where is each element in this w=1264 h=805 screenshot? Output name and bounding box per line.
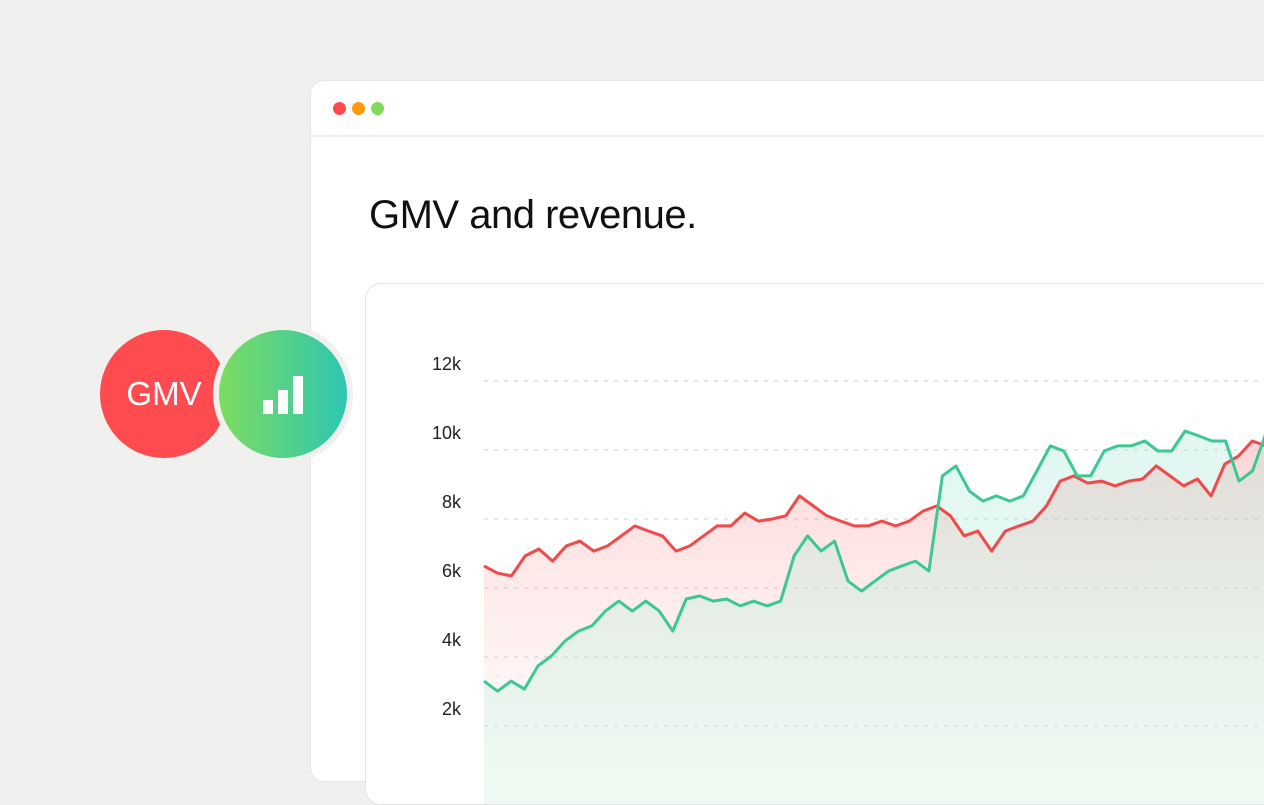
y-tick-label: 8k	[442, 492, 462, 512]
gmv-badge-label: GMV	[126, 375, 202, 412]
revenue-badge	[213, 324, 353, 464]
y-tick-label: 6k	[442, 561, 462, 581]
chart-card: 2k 4k 6k 8k 10k 12k	[365, 283, 1264, 805]
window-titlebar	[311, 81, 1264, 137]
y-tick-label: 2k	[442, 699, 462, 719]
series-2-line	[483, 429, 1264, 693]
series-2-area	[484, 431, 1264, 804]
gmv-revenue-chart: 2k 4k 6k 8k 10k 12k	[432, 354, 1264, 804]
y-tick-label: 10k	[432, 423, 462, 443]
series-1-line	[483, 439, 1264, 578]
y-tick-label: 12k	[432, 354, 462, 374]
page-title: GMV and revenue.	[369, 193, 697, 237]
browser-window: GMV and revenue. 2k 4k 6k 8k 10k 12k	[310, 80, 1264, 805]
gmv-badge: GMV	[100, 330, 228, 458]
maximize-window-button[interactable]	[371, 102, 384, 115]
y-tick-label: 4k	[442, 630, 462, 650]
bar-chart-icon	[263, 376, 303, 414]
close-window-button[interactable]	[333, 102, 346, 115]
minimize-window-button[interactable]	[352, 102, 365, 115]
